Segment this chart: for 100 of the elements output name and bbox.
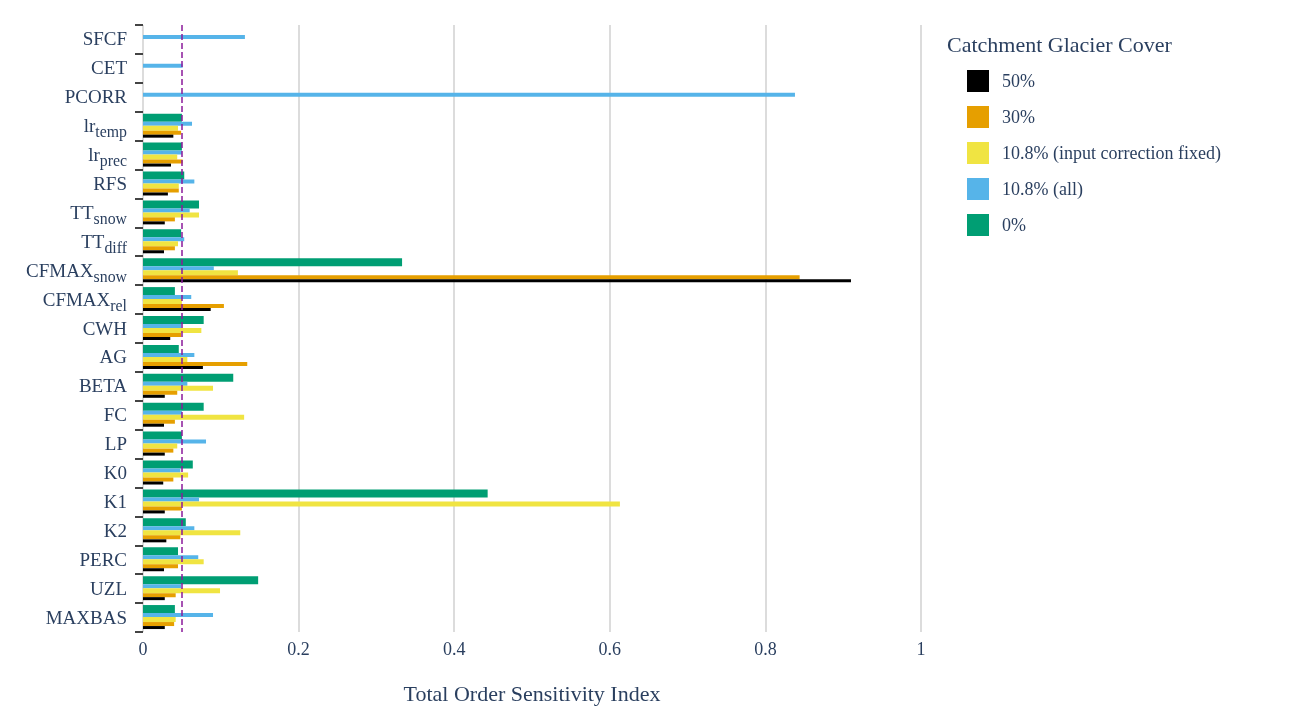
bar: [143, 352, 195, 357]
y-tick-label: AG: [99, 345, 127, 370]
bar: [143, 584, 182, 589]
bar: [143, 555, 199, 560]
y-tick-label: LP: [104, 432, 127, 457]
bar: [143, 63, 183, 68]
bar: [143, 192, 168, 196]
bar: [143, 287, 175, 296]
y-tick-label: PCORR: [64, 85, 127, 110]
x-tick-label: 0.6: [598, 639, 622, 659]
bar: [143, 605, 175, 614]
y-tick-label: MAXBAS: [45, 605, 127, 630]
bar: [143, 439, 207, 444]
bar: [143, 270, 238, 276]
y-tick-label: BETA: [78, 374, 127, 399]
y-tick-label: CFMAX$_{snow}$: [26, 258, 127, 287]
x-tick-label: 1: [916, 639, 926, 659]
bar: [143, 419, 175, 424]
legend-label: 30%: [1002, 107, 1035, 127]
bar: [143, 150, 182, 155]
bar: [143, 477, 174, 482]
bar: [143, 390, 178, 395]
legend-label: 50%: [1002, 71, 1035, 91]
bar: [143, 530, 241, 536]
bar: [143, 179, 195, 184]
bar: [143, 568, 165, 572]
bar: [143, 121, 193, 126]
bar: [143, 229, 182, 238]
bar: [143, 559, 204, 565]
bar: [143, 539, 167, 543]
bar: [143, 373, 234, 382]
bar: [143, 361, 248, 366]
x-tick-label: 0.2: [287, 639, 310, 659]
bar: [143, 299, 182, 305]
bar: [143, 452, 165, 456]
bar: [143, 266, 214, 271]
bar: [143, 142, 182, 151]
bar: [143, 275, 800, 280]
bar: [143, 246, 175, 251]
bar: [143, 547, 179, 556]
bar: [143, 295, 192, 300]
bar: [143, 506, 182, 511]
bar: [143, 154, 178, 160]
bar: [143, 593, 176, 598]
bar: [143, 576, 259, 585]
bar: [143, 626, 165, 630]
bar: [143, 588, 221, 594]
y-tick-label: K1: [103, 489, 127, 514]
bar: [143, 316, 204, 324]
y-tick-label: CFMAX$_{rel}$: [42, 287, 127, 316]
bar: [143, 460, 193, 469]
y-tick-label: UZL: [90, 576, 127, 601]
bar: [143, 113, 182, 122]
bar: [143, 597, 165, 601]
bar: [143, 510, 165, 514]
bar: [143, 410, 182, 415]
bar: [143, 183, 179, 189]
bar: [143, 250, 165, 254]
bar: [143, 365, 203, 369]
y-tick-label: SFCF: [82, 27, 127, 52]
bar: [143, 324, 182, 328]
y-tick-label: FC: [103, 403, 127, 428]
legend-label: 10.8% (input correction fixed): [1002, 143, 1221, 164]
y-tick-label: TT$_{snow}$: [70, 200, 127, 229]
bar: [143, 279, 851, 283]
bar: [143, 304, 224, 309]
bar: [143, 431, 182, 440]
bar: [143, 617, 176, 623]
bar: [143, 208, 190, 213]
bar: [143, 526, 195, 531]
y-tick-label: CWH: [82, 316, 127, 341]
bar: [143, 402, 204, 411]
bar: [143, 468, 181, 473]
bar: [143, 448, 174, 453]
bar: [143, 356, 188, 362]
y-tick-label: CET: [91, 56, 127, 81]
legend-label: 10.8% (all): [1002, 179, 1083, 200]
y-tick-label: PERC: [79, 547, 127, 572]
bar: [143, 241, 179, 247]
bar: [143, 385, 214, 391]
bar: [143, 237, 185, 242]
bar: [143, 518, 186, 527]
x-tick-label: 0: [138, 639, 148, 659]
y-tick-label: lr$_{temp}$: [83, 114, 127, 143]
x-axis-title: Total Order Sensitivity Index: [403, 680, 661, 706]
bar: [143, 221, 165, 225]
y-tick-label: K2: [103, 518, 127, 543]
bar: [143, 472, 189, 478]
bar: [143, 333, 182, 337]
bar: [143, 258, 403, 267]
bar: [143, 171, 185, 180]
legend-title: Catchment Glacier Cover: [947, 31, 1173, 57]
bar: [143, 134, 174, 138]
bar: [143, 344, 179, 353]
bar: [143, 394, 165, 398]
y-tick-label: RFS: [93, 171, 127, 196]
bar: [143, 200, 200, 209]
bar: [143, 337, 171, 340]
bar: [143, 381, 188, 386]
bar: [143, 34, 245, 39]
